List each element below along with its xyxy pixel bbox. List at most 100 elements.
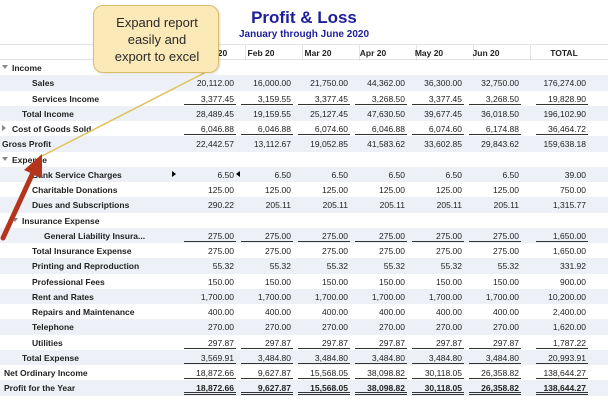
row-value[interactable]: 6.50 (217, 169, 234, 180)
row-value[interactable]: 1,620.00 (552, 322, 586, 333)
row-value[interactable]: 55.32 (383, 261, 405, 272)
row-value[interactable]: 150.00 (493, 276, 519, 287)
row-value[interactable]: 28,489.45 (196, 108, 234, 119)
row-value[interactable]: 38,098.82 (367, 368, 405, 378)
report-row[interactable]: Net Ordinary Income 18,872.66 9,627.87 15,5… (0, 365, 608, 380)
row-value[interactable]: 41,583.62 (367, 139, 405, 150)
report-row[interactable]: Total Insurance Expense 275.00 275.00 275.0… (0, 243, 608, 258)
row-value[interactable]: 297.87 (436, 337, 462, 348)
report-row[interactable]: Repairs and Maintenance 400.00 400.00 400.0… (0, 304, 608, 319)
column-header[interactable]: May 20 (414, 48, 444, 58)
report-row[interactable]: Utilities 297.87 297.87 297.87 297.87 297.87 2… (0, 335, 608, 350)
report-row[interactable]: Telephone 270.00 270.00 270.00 270.00 270.00 2… (0, 319, 608, 335)
report-row[interactable]: Services Income 3,377.45 3,159.55 3,377.45 3… (0, 91, 608, 106)
report-row[interactable]: General Liability Insura... 275.00 275.00 2… (0, 227, 608, 243)
row-value[interactable]: 400.00 (379, 307, 405, 317)
row-value[interactable]: 32,750.00 (481, 78, 519, 89)
row-value[interactable]: 19,159.55 (253, 108, 291, 119)
row-value[interactable]: 6.50 (388, 169, 405, 180)
row-value[interactable]: 159,638.18 (543, 139, 586, 150)
row-value[interactable]: 1,700.00 (314, 291, 348, 302)
row-value[interactable]: 30,118.05 (424, 368, 462, 378)
row-value[interactable]: 25,127.45 (310, 108, 348, 119)
row-value[interactable]: 138,644.27 (543, 383, 586, 394)
row-value[interactable]: 400.00 (493, 307, 519, 317)
row-value[interactable]: 150.00 (265, 276, 291, 287)
report-row[interactable]: Profit for the Year 18,872.66 9,627.87 15,5… (0, 380, 608, 396)
row-value[interactable]: 275.00 (436, 246, 462, 256)
column-separator[interactable] (302, 45, 303, 61)
row-value[interactable]: 150.00 (379, 276, 405, 287)
row-value[interactable]: 125.00 (436, 185, 462, 195)
row-value[interactable]: 205.11 (493, 200, 519, 211)
row-value[interactable]: 9,627.87 (257, 368, 291, 378)
column-header[interactable]: Mar 20 (304, 48, 332, 58)
row-value[interactable]: 3,484.80 (257, 352, 291, 363)
row-value[interactable]: 39,677.45 (424, 108, 462, 119)
row-value[interactable]: 3,268.50 (371, 93, 405, 104)
row-value[interactable]: 47,630.50 (367, 108, 405, 119)
report-row[interactable]: Charitable Donations 125.00 125.00 125.00 12… (0, 182, 608, 197)
row-value[interactable]: 275.00 (208, 230, 234, 241)
row-value[interactable]: 55.32 (326, 261, 348, 272)
row-value[interactable]: 36,300.00 (424, 78, 462, 89)
row-value[interactable]: 6,074.60 (428, 124, 462, 134)
report-row[interactable]: Expense (0, 152, 608, 167)
row-value[interactable]: 16,000.00 (253, 78, 291, 89)
row-value[interactable]: 176,274.00 (543, 78, 586, 89)
row-value[interactable]: 270.00 (379, 322, 405, 333)
row-value[interactable]: 19,828.90 (548, 93, 586, 104)
row-value[interactable]: 270.00 (208, 322, 234, 333)
row-value[interactable]: 125.00 (265, 185, 291, 195)
row-value[interactable]: 275.00 (265, 230, 291, 241)
row-value[interactable]: 205.11 (322, 200, 348, 211)
row-value[interactable]: 18,872.66 (196, 383, 234, 394)
row-value[interactable]: 3,484.80 (485, 352, 519, 363)
row-value[interactable]: 6,046.88 (200, 124, 234, 134)
row-value[interactable]: 20,993.91 (548, 352, 586, 363)
report-row[interactable]: Printing and Reproduction 55.32 55.32 55.32… (0, 258, 608, 274)
row-value[interactable]: 36,018.50 (481, 108, 519, 119)
row-value[interactable]: 1,700.00 (485, 291, 519, 302)
row-value[interactable]: 30,118.05 (424, 383, 462, 394)
collapse-triangle-icon[interactable] (2, 65, 8, 69)
column-header[interactable]: TOTAL (550, 48, 578, 58)
row-value[interactable]: 6.50 (502, 169, 519, 180)
row-value[interactable]: 22,442.57 (196, 139, 234, 150)
row-value[interactable]: 15,568.05 (310, 368, 348, 378)
row-value[interactable]: 21,750.00 (310, 78, 348, 89)
row-value[interactable]: 125.00 (208, 185, 234, 195)
report-row[interactable]: Cost of Goods Sold 6,046.88 6,046.88 6,074.… (0, 121, 608, 136)
row-value[interactable]: 196,102.90 (543, 108, 586, 119)
row-value[interactable]: 3,484.80 (371, 352, 405, 363)
row-value[interactable]: 275.00 (379, 230, 405, 241)
row-value[interactable]: 150.00 (436, 276, 462, 287)
row-value[interactable]: 150.00 (208, 276, 234, 287)
row-value[interactable]: 3,377.45 (428, 93, 462, 104)
row-value[interactable]: 125.00 (493, 185, 519, 195)
expand-triangle-icon[interactable] (2, 125, 6, 131)
row-value[interactable]: 19,052.85 (310, 139, 348, 150)
row-value[interactable]: 3,377.45 (314, 93, 348, 104)
report-row[interactable]: Total Expense 3,569.91 3,484.80 3,484.80 3,4… (0, 349, 608, 365)
row-value[interactable]: 900.00 (560, 276, 586, 287)
row-value[interactable]: 6,046.88 (371, 124, 405, 134)
row-value[interactable]: 297.87 (208, 337, 234, 348)
report-row[interactable]: Income (0, 60, 608, 75)
row-value[interactable]: 297.87 (265, 337, 291, 348)
report-row[interactable]: Total Income 28,489.45 19,159.55 25,127.45 4… (0, 105, 608, 121)
row-value[interactable]: 18,872.66 (196, 368, 234, 378)
row-value[interactable]: 6,074.60 (314, 124, 348, 134)
report-row[interactable]: Bank Service Charges 6.50 6.50 6.50 6.50 6.50… (0, 166, 608, 182)
row-value[interactable]: 3,159.55 (257, 93, 291, 104)
row-value[interactable]: 1,700.00 (257, 291, 291, 302)
report-row[interactable]: Sales 20,112.00 16,000.00 21,750.00 44,362.0… (0, 75, 608, 91)
row-value[interactable]: 38,098.82 (367, 383, 405, 394)
row-value[interactable]: 270.00 (436, 322, 462, 333)
row-value[interactable]: 275.00 (322, 246, 348, 256)
row-value[interactable]: 55.32 (269, 261, 291, 272)
column-separator[interactable] (416, 45, 417, 61)
row-value[interactable]: 26,358.82 (481, 383, 519, 394)
row-value[interactable]: 150.00 (322, 276, 348, 287)
column-separator[interactable] (245, 45, 246, 61)
